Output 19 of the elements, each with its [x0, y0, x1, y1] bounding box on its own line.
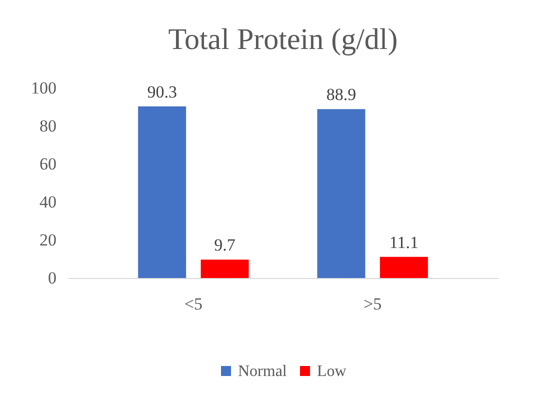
y-tick-label: 40	[40, 192, 56, 212]
data-label: 9.7	[214, 236, 236, 255]
x-tick-label: >5	[364, 294, 382, 314]
data-label: 11.1	[389, 232, 418, 252]
legend-label: Low	[317, 363, 347, 380]
data-label: 90.3	[147, 82, 177, 102]
data-label: 88.9	[326, 85, 356, 104]
bar	[200, 260, 249, 278]
y-tick-label: 60	[40, 154, 56, 174]
x-tick-label: <5	[184, 294, 202, 314]
chart-title: Total Protein (g/dl)	[168, 23, 398, 56]
y-tick-label: 100	[31, 78, 56, 98]
y-tick-label: 0	[48, 268, 56, 288]
legend-label: Normal	[238, 363, 288, 380]
y-tick-label: 80	[40, 116, 56, 136]
y-tick-label: 20	[40, 230, 56, 250]
bar	[138, 106, 186, 278]
bar	[317, 109, 366, 278]
bar	[380, 256, 428, 278]
